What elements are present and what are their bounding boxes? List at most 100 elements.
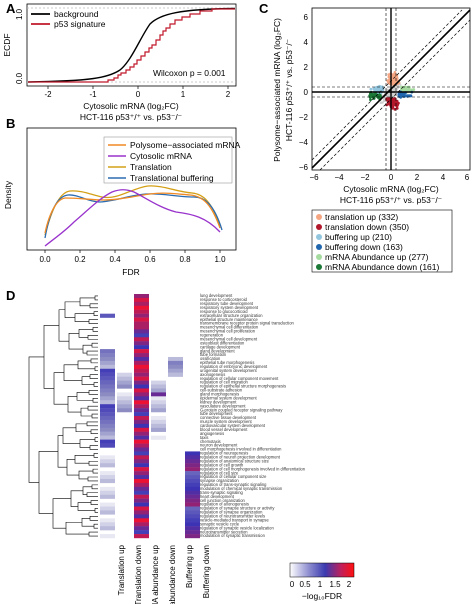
heatmap-cell [151,380,166,385]
scatter-point [393,71,397,74]
go-term-label: osteoblast differentiation [200,340,245,345]
panel-c-legend-label: mRNA Abundance up (277) [325,252,429,262]
panel-b-xlabel: FDR [122,267,139,277]
heatmap-cell [185,463,200,468]
panel-c-legend-swatch [316,214,322,220]
dendrogram-branch [77,360,95,370]
heatmap-cell [151,392,166,397]
heatmap-cell [134,416,149,421]
go-term-label: regulation of neurogenesis [200,451,248,456]
heatmap-cell [134,502,149,507]
panel-a-xaxis: -2 -1 0 1 2 [44,86,231,99]
heatmap-cell [134,364,149,369]
panel-c-legend-label: translation down (350) [325,222,409,232]
panel-b-legend-label: Translation [130,162,172,172]
go-term-label: cell morphogenesis involved in different… [200,447,282,452]
heatmap-cell [100,368,115,373]
panel-b-xaxis: 0.0 0.2 0.4 0.6 0.8 1.0 [39,250,226,264]
heatmap-cell [134,309,149,314]
panel-a-ytick-0: 0.0 [15,72,24,84]
heatmap-cell [185,459,200,464]
heatmap-cell [134,439,149,444]
go-term-label: tube development [200,411,233,416]
heatmap-cell [134,526,149,531]
dendrogram-branch [74,313,94,322]
panel-c-legend-label: mRNA Abundance down (161) [325,262,440,272]
go-term-label: regulation of cellular component movemen… [200,376,279,381]
panel-c-xtick-label: −6 [309,173,319,182]
heatmap-cell [100,388,115,393]
heatmap-cell [185,451,200,456]
heatmap-cell [134,345,149,350]
go-term-label: respiratory tube development [200,301,254,306]
dendrogram-branch [78,470,93,480]
heatmap-cell [100,384,115,389]
heatmap-cell [117,404,132,409]
go-term-label: urogenital system development [200,368,258,373]
dendrogram-branch [93,453,98,458]
heatmap-cell [134,396,149,401]
panel-d-colorbar-tick: 2 [347,580,352,589]
panel-a-legend-background: background [54,9,99,19]
scatter-point [393,100,396,104]
heatmap-cell [100,455,115,460]
heatmap-cell [100,526,115,531]
panel-b-legend-label: Polysome−associated mRNA [130,140,241,150]
heatmap-cell [185,482,200,488]
heatmap-cell [134,455,149,460]
scatter-point [369,87,373,91]
scatter-point [391,79,395,83]
dendrogram-branch [52,498,71,529]
panel-d-column-label: Translation down [134,545,143,604]
go-term-label: regulation of synapse organization [200,510,263,515]
heatmap-cell [134,388,149,393]
heatmap-cell [134,412,149,417]
heatmap-cell [100,372,115,377]
dendrogram-branch [81,376,94,385]
dendrogram-branch [90,358,98,364]
panel-b-xtick-label: 0.8 [179,255,191,264]
scatter-point [387,73,391,76]
panel-b-legend-label: Translational buffering [130,173,214,183]
panel-c-legend-swatch [316,244,322,250]
heatmap-cell [134,435,149,440]
heatmap-cell [117,376,132,381]
go-term-label: regulation of cellular component size [200,474,267,479]
panel-c-identity-dashed-lower [319,19,471,171]
go-term-label: epithelial structure maintenance [200,317,259,322]
go-term-label: response to corticosteroid [200,297,248,302]
dendrogram-branch [79,439,95,448]
panel-c-legend-swatch [316,224,322,230]
panel-c-xlabel: Cytosolic mRNA (log₂FC) [343,184,439,194]
heatmap-cell [134,376,149,381]
panel-c-legend-label: translation up (332) [325,212,398,222]
heatmap-cell [185,510,200,515]
scatter-point [392,73,396,77]
heatmap-cell [100,443,115,448]
panel-d-heatmap [100,294,200,539]
panel-c-ylabel-2: HCT-116 p53⁺/⁺ vs. p53⁻/⁻ [284,38,294,141]
dendrogram-branch [89,303,98,309]
heatmap-cell [134,451,149,456]
heatmap-cell [151,419,166,425]
scatter-point [377,93,381,97]
heatmap-cell [100,518,115,523]
heatmap-cell [134,301,149,307]
panel-b-polysome-curve [44,192,221,234]
heatmap-cell [117,400,132,405]
go-term-label: mesenchymal cell development [200,336,258,341]
go-term-label: kidney development [200,399,237,404]
panel-c-ylabel: Polysome−associated mRNA (log₂FC) [272,18,282,162]
go-term-label: extracellular structure organization [200,313,263,318]
scatter-point [393,107,397,111]
panel-b-legend-label: Cytosolic mRNA [130,151,192,161]
go-term-label: lung development [200,293,233,298]
panel-c-xtick-label: −4 [334,173,344,182]
heatmap-cell [185,475,200,480]
panel-c-xtick-label: 6 [465,173,470,182]
go-term-label: regulation of synapse structure or activ… [200,506,275,511]
scatter-point [399,92,403,96]
heatmap-cell [134,333,149,338]
heatmap-cell [100,349,115,354]
